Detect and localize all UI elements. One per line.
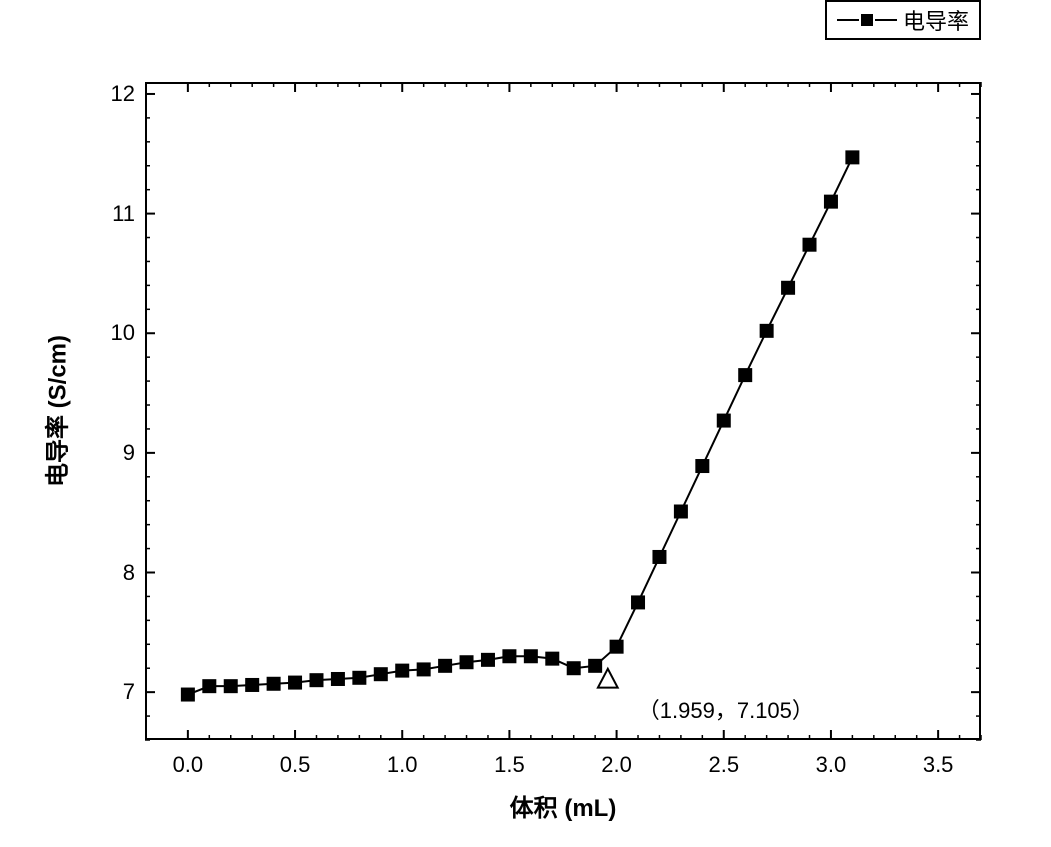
x-tick-label: 2.0	[601, 752, 632, 778]
y-tick-label: 8	[105, 560, 135, 586]
x-tick-label: 3.5	[923, 752, 954, 778]
chart-container: 电导率 0.00.51.01.52.02.53.03.5789101112 电导…	[0, 0, 1051, 847]
x-tick-label: 3.0	[816, 752, 847, 778]
annotation-label: （1.959，7.105）	[638, 693, 814, 725]
y-tick-label: 7	[105, 679, 135, 705]
x-tick-label: 1.0	[387, 752, 418, 778]
x-tick-label: 0.0	[173, 752, 204, 778]
y-axis-label: 电导率 (S/cm)	[38, 335, 73, 487]
x-tick-label: 1.5	[494, 752, 525, 778]
x-axis-label: 体积 (mL)	[510, 788, 617, 823]
y-tick-label: 12	[105, 81, 135, 107]
y-tick-label: 9	[105, 440, 135, 466]
x-tick-label: 0.5	[280, 752, 311, 778]
y-tick-label: 11	[105, 201, 135, 227]
x-tick-label: 2.5	[708, 752, 739, 778]
chart-svg	[0, 0, 1051, 847]
y-tick-label: 10	[105, 320, 135, 346]
